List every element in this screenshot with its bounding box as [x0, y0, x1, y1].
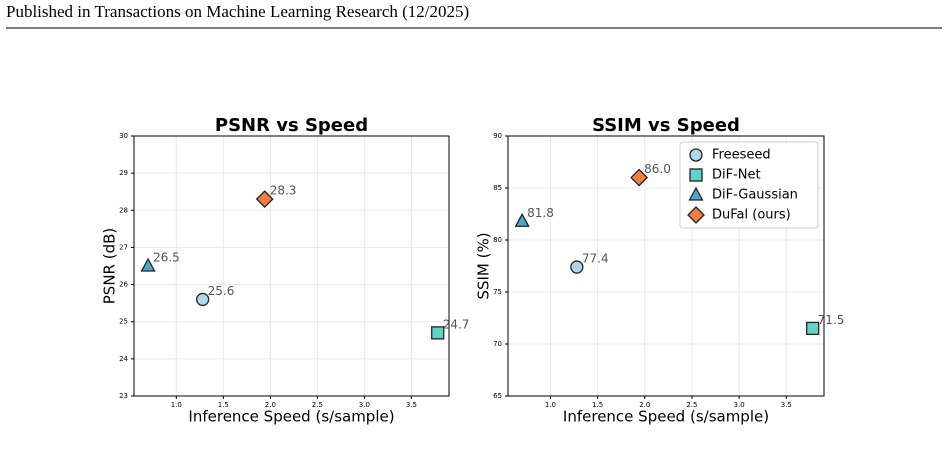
data-label: 81.8 — [527, 206, 554, 220]
data-label: 86.0 — [644, 162, 671, 176]
data-label: 24.7 — [443, 317, 470, 331]
data-label: 77.4 — [582, 252, 609, 266]
legend-entry: DiF-Gaussian — [688, 186, 798, 203]
x-tick-label: 1.0 — [171, 401, 182, 409]
y-axis-label: PSNR (dB) — [101, 228, 119, 305]
legend-label: DiF-Net — [712, 168, 761, 183]
header: Published in Transactions on Machine Lea… — [6, 2, 469, 21]
y-tick-label: 30 — [119, 132, 128, 140]
y-tick-label: 90 — [493, 132, 502, 140]
point — [570, 260, 584, 274]
y-tick-label: 23 — [119, 392, 128, 400]
y-tick-label: 70 — [493, 340, 502, 348]
chart-title: PSNR vs Speed — [215, 115, 368, 136]
point — [195, 292, 210, 307]
data-label: 25.6 — [208, 284, 235, 298]
data-label: 71.5 — [818, 313, 845, 327]
y-tick-label: 80 — [493, 236, 502, 244]
data-label: 28.3 — [270, 184, 297, 198]
x-tick-label: 1.5 — [218, 401, 229, 409]
x-tick-label: 3.5 — [406, 401, 417, 409]
legend-marker — [689, 148, 703, 162]
legend-entry: DuFal (ours) — [687, 206, 791, 224]
point — [806, 321, 820, 336]
y-tick-label: 65 — [493, 392, 502, 400]
point — [431, 326, 445, 340]
y-tick-label: 25 — [119, 318, 128, 326]
legend-label: DiF-Gaussian — [712, 188, 798, 203]
x-tick-label: 2.5 — [312, 401, 323, 409]
x-tick-label: 3.0 — [359, 401, 370, 409]
point — [630, 168, 649, 187]
x-tick-label: 2.5 — [686, 401, 697, 409]
legend-marker — [688, 186, 704, 201]
legend-entry: Freeseed — [689, 148, 771, 163]
legend-label: DuFal (ours) — [712, 208, 791, 223]
y-tick-label: 24 — [119, 355, 128, 363]
x-tick-label: 2.0 — [265, 401, 276, 409]
plot-frame — [133, 135, 450, 397]
y-tick-label: 75 — [493, 288, 502, 296]
x-tick-label: 3.5 — [781, 401, 792, 409]
legend-marker — [689, 168, 703, 182]
data-label: 26.5 — [153, 251, 180, 265]
x-axis-label: Inference Speed (s/sample) — [563, 408, 769, 426]
chart-title: SSIM vs Speed — [592, 115, 740, 136]
x-axis-label: Inference Speed (s/sample) — [188, 408, 394, 426]
y-tick-label: 29 — [119, 169, 128, 177]
y-tick-label: 26 — [119, 281, 128, 289]
point — [140, 257, 156, 272]
x-tick-label: 1.0 — [545, 401, 556, 409]
x-tick-label: 2.0 — [639, 401, 650, 409]
y-tick-label: 27 — [119, 243, 128, 251]
plot-frame — [507, 135, 825, 397]
y-tick-label: 28 — [119, 206, 128, 214]
point — [514, 212, 530, 227]
y-axis-label: SSIM (%) — [475, 232, 493, 299]
point — [255, 190, 274, 209]
x-tick-label: 3.0 — [734, 401, 745, 409]
legend-box — [679, 141, 819, 229]
legend-label: Freeseed — [712, 148, 771, 163]
legend-entry: DiF-Net — [689, 168, 761, 183]
x-tick-label: 1.5 — [592, 401, 603, 409]
legend-marker — [687, 206, 705, 224]
y-tick-label: 85 — [493, 184, 502, 192]
